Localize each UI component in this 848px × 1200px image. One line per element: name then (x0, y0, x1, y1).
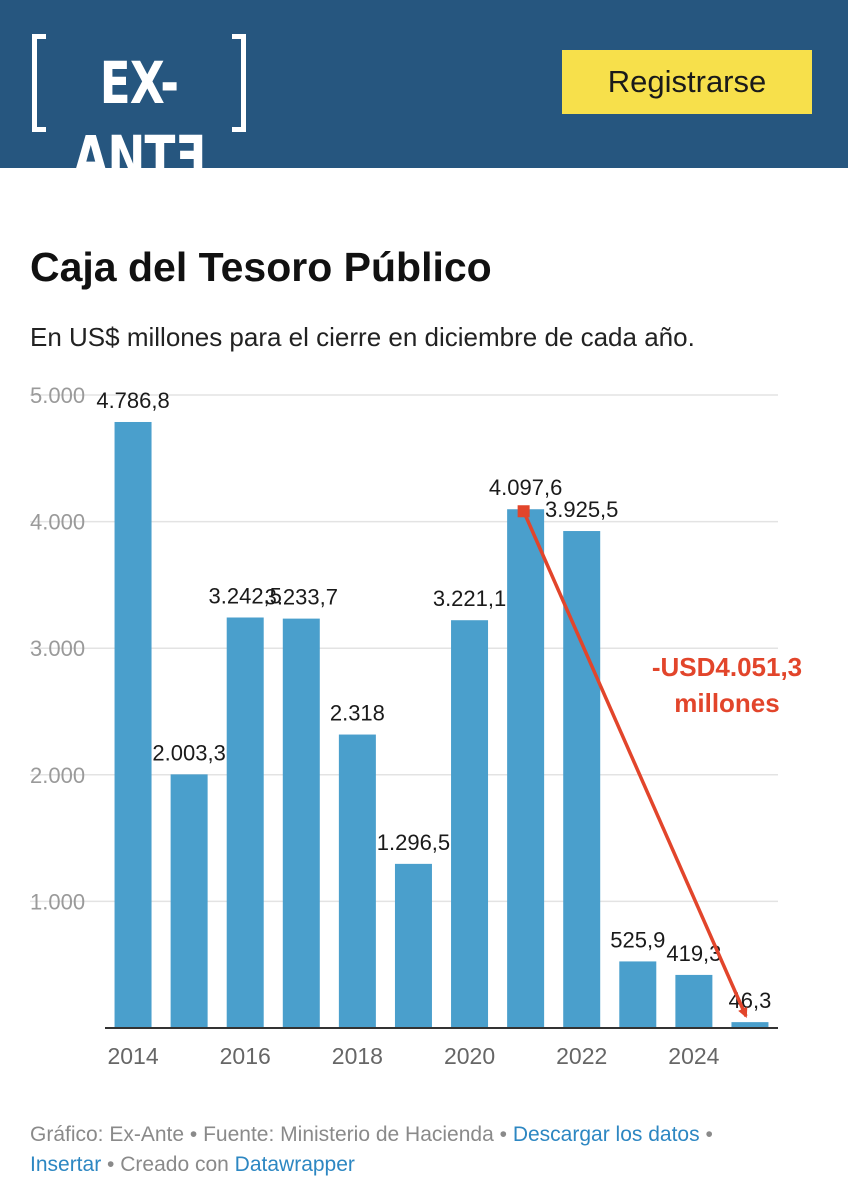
y-tick-label: 3.000 (30, 636, 85, 661)
value-label: 1.296,5 (377, 830, 450, 855)
y-tick-label: 2.000 (30, 763, 85, 788)
footer-created-with: Creado con (120, 1153, 229, 1176)
logo-right-bracket (232, 34, 246, 132)
bar-2016 (226, 617, 264, 1028)
bar-2023 (619, 961, 657, 1028)
bar-2014 (114, 421, 152, 1029)
footer-separator: • (107, 1153, 115, 1176)
value-label: 3.233,7 (265, 585, 338, 610)
bar-2024 (675, 974, 713, 1028)
value-label: 525,9 (610, 927, 665, 952)
y-tick-label: 5.000 (30, 383, 85, 408)
bar-2015 (170, 774, 208, 1028)
value-label: 3.925,5 (545, 497, 618, 522)
x-tick-label: 2016 (220, 1043, 271, 1069)
value-label: 4.097,6 (489, 475, 562, 500)
ex-ante-logo[interactable]: EX-ANTƎ (32, 34, 246, 191)
download-data-link[interactable]: Descargar los datos (512, 1123, 700, 1146)
value-label: 2.318 (330, 701, 385, 726)
footer-separator: • (499, 1123, 507, 1146)
value-label: 3.242,5 (209, 583, 282, 608)
footer-separator: • (705, 1123, 713, 1146)
y-tick-label: 4.000 (30, 510, 85, 535)
chart-footer: Gráfico: Ex-Ante • Fuente: Ministerio de… (30, 1120, 820, 1180)
bar-2020 (451, 620, 489, 1028)
bar-2022 (563, 531, 601, 1028)
bar-chart: 1.000 2.000 3.000 4.000 5.000 4.786,8 2.003,3… (30, 383, 802, 1069)
bar-2025 (731, 1022, 769, 1028)
y-tick-label: 1.000 (30, 889, 85, 914)
logo-left-bracket (32, 34, 46, 132)
value-label: 4.786,8 (96, 388, 169, 413)
x-tick-label: 2022 (556, 1043, 607, 1069)
x-tick-label: 2020 (444, 1043, 495, 1069)
embed-link[interactable]: Insertar (30, 1153, 102, 1176)
decline-arrow (522, 510, 748, 1018)
value-label: 2.003,3 (152, 740, 225, 765)
annotation-unit: millones (674, 688, 779, 718)
site-header: EX-ANTƎ Registrarse (0, 0, 848, 191)
footer-separator: • (189, 1123, 198, 1146)
bar-2019 (394, 863, 432, 1028)
datawrapper-link[interactable]: Datawrapper (234, 1153, 355, 1176)
logo-wordmark: EX-ANTƎ (73, 49, 205, 191)
x-tick-label: 2014 (107, 1043, 158, 1069)
chart-subtitle: En US$ millones para el cierre en diciem… (30, 322, 695, 352)
annotation-amount: -USD4.051,3 (652, 652, 802, 682)
bar-2018 (338, 734, 376, 1028)
register-button[interactable]: Registrarse (562, 50, 812, 114)
footer-source: Fuente: Ministerio de Hacienda (203, 1123, 494, 1146)
value-label: 419,3 (666, 941, 721, 966)
value-label: 3.221,1 (433, 586, 506, 611)
x-tick-label: 2018 (332, 1043, 383, 1069)
bar-2017 (282, 618, 320, 1028)
x-tick-label: 2024 (668, 1043, 719, 1069)
chart-title: Caja del Tesoro Público (30, 244, 492, 290)
footer-credit: Gráfico: Ex-Ante (30, 1123, 185, 1146)
bar-2021 (507, 509, 545, 1028)
